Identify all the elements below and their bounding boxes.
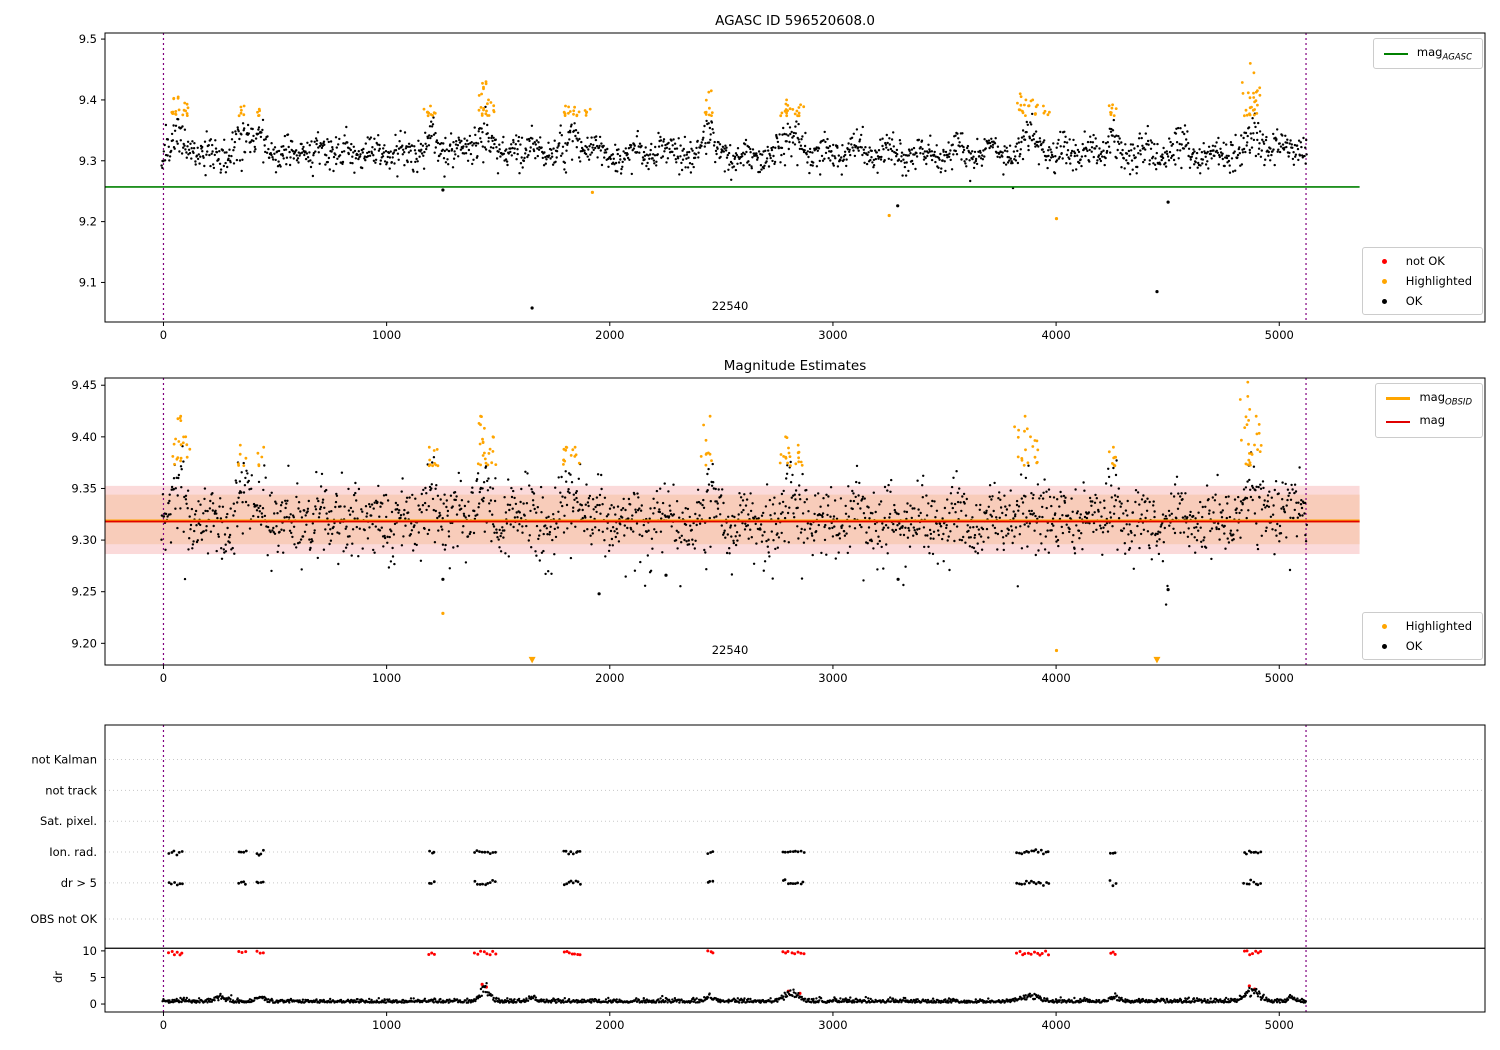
legend-subscript: OBSID <box>1445 397 1472 408</box>
legend-label-highlighted: Highlighted <box>1405 274 1472 288</box>
dr-trace <box>161 982 1308 1004</box>
legend-point-classes-middle: Highlighted OK <box>1361 612 1483 660</box>
obsid-annotation-middle: 22540 <box>711 643 749 657</box>
legend-item-not-ok: not OK <box>1373 254 1472 268</box>
highlighted-dot-swatch <box>1373 623 1397 629</box>
svg-text:9.4: 9.4 <box>79 93 97 107</box>
svg-text:2000: 2000 <box>595 328 624 342</box>
legend-text: mag <box>1416 45 1443 59</box>
legend-item-ok: OK <box>1373 294 1472 308</box>
axes-spine <box>104 724 1486 1013</box>
svg-text:9.1: 9.1 <box>79 275 97 289</box>
row-label-4: dr > 5 <box>61 876 97 890</box>
legend-subscript: AGASC <box>1442 52 1472 63</box>
row-label-3: Ion. rad. <box>49 845 97 859</box>
svg-text:5000: 5000 <box>1265 671 1294 685</box>
legend-text: mag <box>1419 413 1446 428</box>
svg-text:9.2: 9.2 <box>79 215 97 229</box>
svg-text:9.40: 9.40 <box>71 430 97 444</box>
legend-label-mag-agasc: magAGASC <box>1417 45 1472 62</box>
mag-obsid-line-swatch <box>1386 396 1411 401</box>
svg-text:4000: 4000 <box>1041 328 1070 342</box>
legend-label-mag-obsid: magOBSID <box>1419 390 1472 407</box>
legend-mag-lines: magOBSID mag <box>1375 383 1483 438</box>
legend-label-mag: mag <box>1419 413 1445 430</box>
svg-text:9.45: 9.45 <box>71 378 97 392</box>
scatter-ok <box>160 105 1308 310</box>
legend-item-highlighted: Highlighted <box>1373 274 1472 288</box>
row-label-2: Sat. pixel. <box>40 814 97 828</box>
svg-text:1000: 1000 <box>372 328 401 342</box>
plot-title-middle: Magnitude Estimates <box>723 358 867 374</box>
mag-line-swatch <box>1386 420 1411 423</box>
ok-dot-swatch <box>1373 643 1397 649</box>
legend-item-mag-obsid: magOBSID <box>1386 390 1472 407</box>
legend-point-classes-top: not OK Highlighted OK <box>1361 247 1483 315</box>
plot-title-top: AGASC ID 596520608.0 <box>715 13 875 29</box>
svg-text:0: 0 <box>160 671 167 685</box>
legend-item-mag-agasc: magAGASC <box>1383 45 1472 62</box>
svg-text:2000: 2000 <box>595 671 624 685</box>
svg-text:1000: 1000 <box>372 671 401 685</box>
obsid-annotation-top: 22540 <box>711 299 749 313</box>
scatter-highlighted <box>170 62 1262 221</box>
scatter-highlighted <box>171 380 1263 653</box>
dr-axis-label: dr <box>51 970 66 984</box>
axes-spine <box>104 377 1486 666</box>
svg-text:3000: 3000 <box>818 671 847 685</box>
plot-middle: 0 1000 2000 3000 4000 5000 9.45 9.40 9.35 9.30 9.2… <box>71 377 1486 685</box>
svg-text:9.20: 9.20 <box>71 636 97 650</box>
mag-agasc-line-swatch <box>1383 52 1408 55</box>
legend-label-ok: OK <box>1405 639 1423 653</box>
svg-text:9.5: 9.5 <box>79 32 97 46</box>
row-label-1: not track <box>45 783 97 797</box>
ok-dot-swatch <box>1373 298 1397 304</box>
legend-item-ok: OK <box>1373 639 1472 653</box>
svg-text:4000: 4000 <box>1041 671 1070 685</box>
row-label-5: OBS not OK <box>30 912 97 926</box>
legend-label-highlighted: Highlighted <box>1405 619 1472 633</box>
clipped-point-marker <box>1153 656 1161 664</box>
legend-label-ok: OK <box>1405 294 1423 308</box>
clipped-point-marker <box>528 656 536 664</box>
svg-text:3000: 3000 <box>818 328 847 342</box>
plot-top: 0 1000 2000 3000 4000 5000 9.5 9.4 9.3 9.2 9.1 <box>79 32 1486 342</box>
dr-notok-markers <box>167 949 1263 995</box>
legend-label-not-ok: not OK <box>1405 254 1445 268</box>
plot-flags: not Kalman not track Sat. pixel. Ion. rad. d… <box>30 724 1486 1032</box>
svg-text:9.35: 9.35 <box>71 481 97 495</box>
legend-text: mag <box>1419 390 1446 404</box>
axes-spine <box>104 32 1486 323</box>
svg-text:5000: 5000 <box>1265 328 1294 342</box>
legend-mag-agasc: magAGASC <box>1372 38 1483 70</box>
legend-item-mag: mag <box>1386 413 1472 430</box>
flag-markers <box>167 848 1263 888</box>
highlighted-dot-swatch <box>1373 278 1397 284</box>
legend-item-highlighted: Highlighted <box>1373 619 1472 633</box>
row-label-0: not Kalman <box>31 753 97 767</box>
svg-text:9.30: 9.30 <box>71 533 97 547</box>
svg-text:0: 0 <box>160 328 167 342</box>
not-ok-dot-swatch <box>1373 258 1397 264</box>
svg-text:9.25: 9.25 <box>71 585 97 599</box>
svg-text:9.3: 9.3 <box>79 154 97 168</box>
